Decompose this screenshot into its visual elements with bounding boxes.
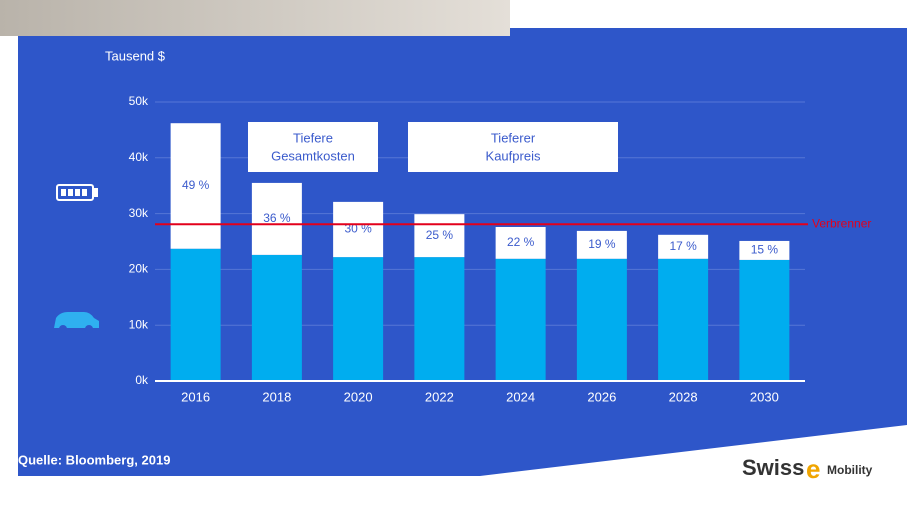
x-tick-label: 2020 xyxy=(344,389,373,404)
x-tick-label: 2026 xyxy=(587,389,616,404)
bar-segment xyxy=(170,123,221,249)
y-tick-label: 10k xyxy=(129,317,149,331)
bar-segment xyxy=(170,248,221,381)
bar-segment xyxy=(658,234,709,259)
logo-text: e xyxy=(806,454,820,484)
x-tick-label: 2030 xyxy=(750,389,779,404)
bar-segment xyxy=(495,258,546,381)
share-label: 19 % xyxy=(588,237,616,251)
battery-icon xyxy=(56,184,98,201)
source: Quelle: Bloomberg, 2019 xyxy=(18,452,170,467)
bar-segment xyxy=(658,258,709,381)
x-tick-label: 2018 xyxy=(262,389,291,404)
bar-segment xyxy=(414,257,465,381)
x-tick-label: 2024 xyxy=(506,389,535,404)
logo-text: Mobility xyxy=(827,463,873,477)
annotation-text: Tieferer xyxy=(491,130,536,145)
bar-segment xyxy=(576,258,627,381)
bar-segment xyxy=(739,240,790,260)
annotation-box xyxy=(248,122,378,172)
bar-segment xyxy=(333,201,384,258)
bar-segment xyxy=(251,182,302,255)
bar-segment xyxy=(576,230,627,259)
annotation-box xyxy=(408,122,618,172)
share-label: 17 % xyxy=(669,239,697,253)
car-icon xyxy=(54,312,99,333)
bar-segment xyxy=(414,214,465,258)
y-tick-label: 20k xyxy=(129,262,149,276)
bar-segment xyxy=(333,257,384,381)
annotation-text: Gesamtkosten xyxy=(271,148,355,163)
x-tick-label: 2028 xyxy=(669,389,698,404)
annotation-text: Tiefere xyxy=(293,130,333,145)
photo-strip-top xyxy=(0,0,510,36)
y-tick-label: 50k xyxy=(129,94,149,108)
logo: Swiss e Mobility xyxy=(742,454,873,484)
share-label: 22 % xyxy=(507,235,535,249)
bar-segment xyxy=(739,259,790,381)
bar-segment xyxy=(495,226,546,259)
share-label: 36 % xyxy=(263,211,291,225)
reference-label: Verbrenner xyxy=(812,216,871,230)
logo-text: Swiss xyxy=(742,455,804,480)
share-label: 25 % xyxy=(426,228,454,242)
share-label: 15 % xyxy=(751,243,779,257)
share-label: 49 % xyxy=(182,178,210,192)
y-tick-label: 30k xyxy=(129,206,149,220)
annotation-text: Kaufpreis xyxy=(486,148,541,163)
x-tick-label: 2016 xyxy=(181,389,210,404)
bar-segment xyxy=(251,254,302,381)
y-axis-title: Tausend $ xyxy=(105,48,166,63)
y-tick-label: 40k xyxy=(129,150,149,164)
x-tick-label: 2022 xyxy=(425,389,454,404)
y-tick-label: 0k xyxy=(135,373,149,387)
